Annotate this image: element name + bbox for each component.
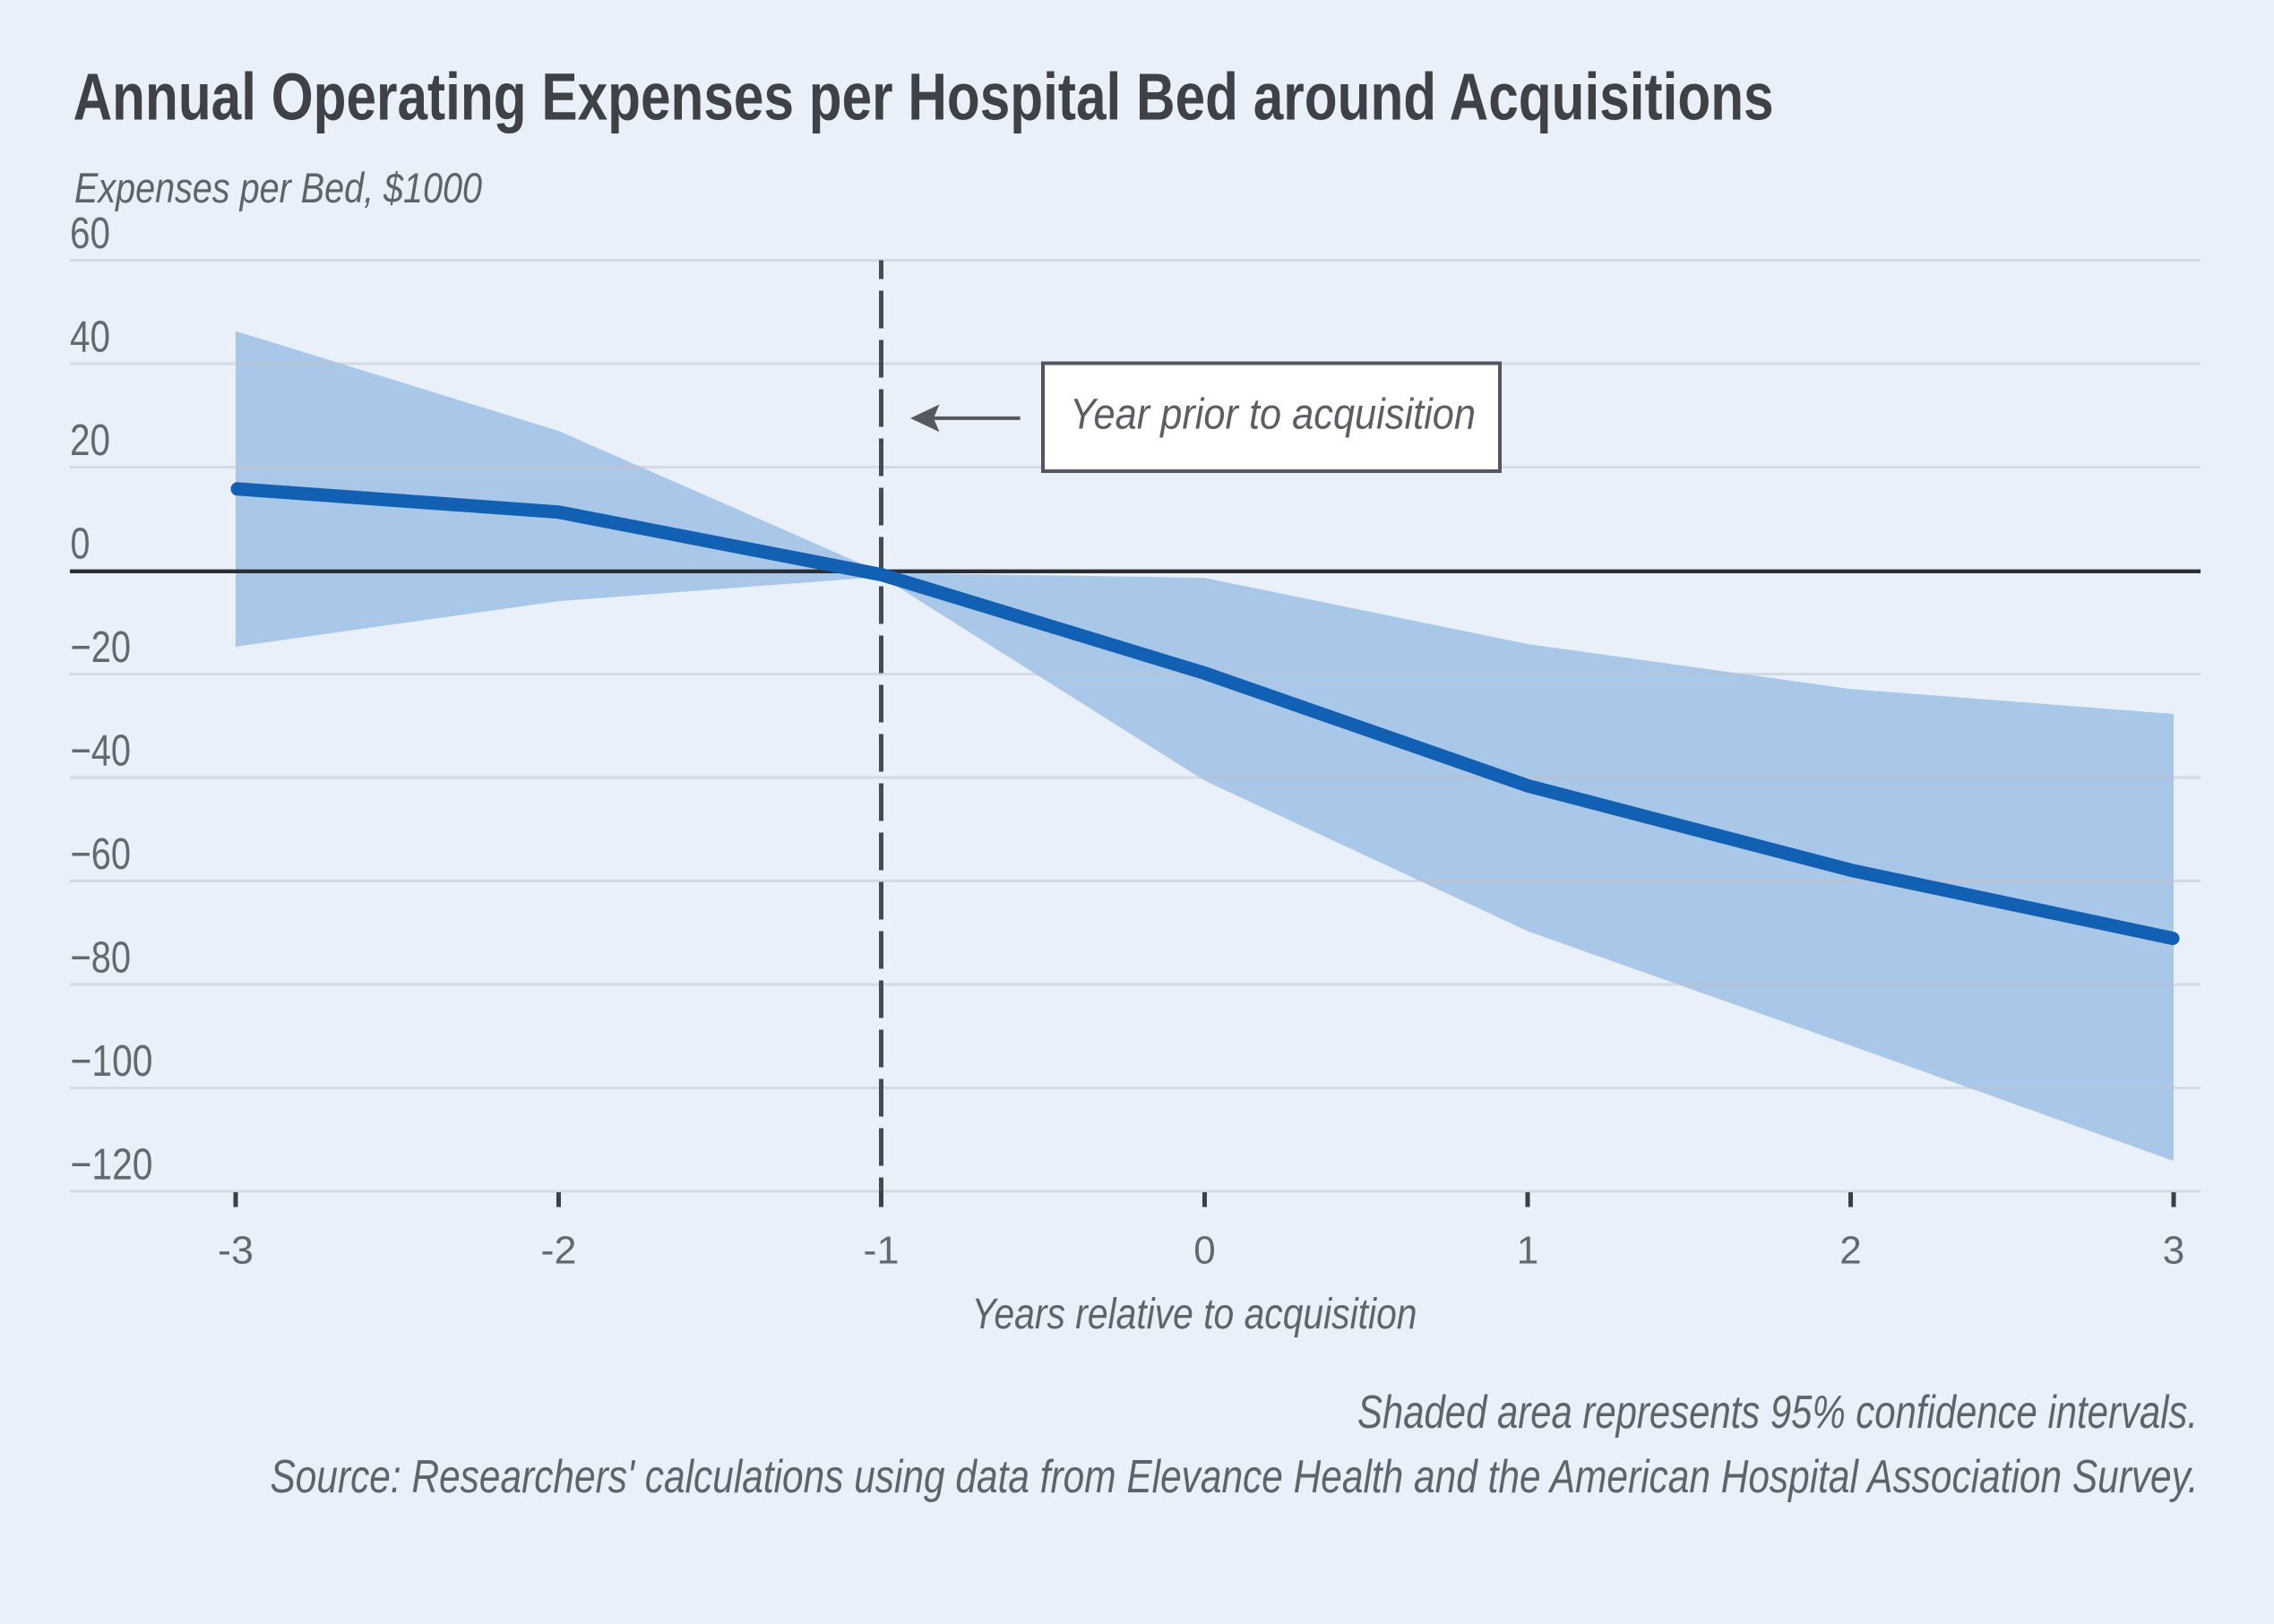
svg-text:-3: -3 bbox=[218, 1229, 254, 1273]
svg-text:Source: Researchers' calculati: Source: Researchers' calculations using … bbox=[271, 1450, 2199, 1502]
svg-text:−40: −40 bbox=[71, 727, 132, 776]
svg-text:−20: −20 bbox=[71, 623, 132, 672]
svg-text:1: 1 bbox=[1517, 1229, 1538, 1273]
svg-text:3: 3 bbox=[2163, 1229, 2184, 1273]
svg-text:−100: −100 bbox=[71, 1037, 153, 1086]
svg-text:−120: −120 bbox=[71, 1141, 153, 1190]
svg-text:20: 20 bbox=[70, 417, 110, 465]
svg-text:−80: −80 bbox=[71, 934, 132, 983]
svg-text:Year prior to acquisition: Year prior to acquisition bbox=[1070, 391, 1476, 439]
svg-text:40: 40 bbox=[70, 314, 110, 362]
svg-text:-1: -1 bbox=[864, 1229, 900, 1273]
svg-text:-2: -2 bbox=[541, 1229, 577, 1273]
svg-text:2: 2 bbox=[1839, 1229, 1861, 1273]
svg-text:−60: −60 bbox=[71, 830, 132, 879]
svg-text:Expenses per Bed, $1000: Expenses per Bed, $1000 bbox=[74, 164, 482, 211]
svg-text:0: 0 bbox=[1193, 1229, 1215, 1273]
svg-text:Years relative to acquisition: Years relative to acquisition bbox=[972, 1291, 1417, 1338]
svg-text:60: 60 bbox=[70, 210, 110, 258]
svg-text:0: 0 bbox=[71, 520, 90, 569]
svg-text:Shaded area represents 95% con: Shaded area represents 95% confidence in… bbox=[1357, 1386, 2198, 1438]
svg-text:Annual Operating Expenses per: Annual Operating Expenses per Hospital B… bbox=[73, 60, 1774, 134]
